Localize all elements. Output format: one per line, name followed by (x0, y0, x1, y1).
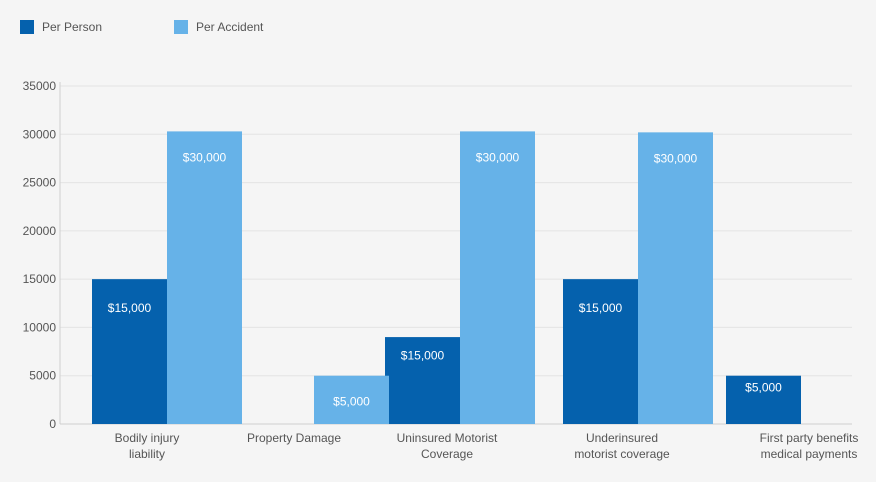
y-tick-label: 30000 (23, 127, 57, 141)
x-tick-label: Property Damage (247, 431, 341, 445)
x-tick-label-line: Underinsured (586, 431, 658, 445)
y-tick-label: 0 (49, 417, 56, 431)
x-tick-label-line: medical payments (761, 447, 858, 461)
bar-value-label: $15,000 (579, 301, 623, 315)
legend-item-per-person: Per Person (20, 20, 102, 34)
x-tick-label-line: Bodily injury (115, 431, 180, 445)
x-tick-label: Underinsured motorist coverage (574, 431, 670, 461)
bar-value-label: $15,000 (108, 301, 152, 315)
x-tick-label-line: Coverage (421, 447, 473, 461)
legend-swatch-per-person (20, 20, 34, 34)
bar-per-person (726, 375, 801, 424)
bar-value-label: $30,000 (476, 150, 520, 164)
x-tick-label-line: Property Damage (247, 431, 341, 445)
bar-value-label: $30,000 (654, 151, 698, 165)
x-tick-label-line: First party benefits (760, 431, 859, 445)
bar-per-accident (167, 131, 242, 425)
bar-per-person (563, 279, 638, 424)
bar-value-label: $15,000 (401, 349, 445, 363)
bar-value-label: $5,000 (745, 380, 782, 394)
bar-per-accident (460, 131, 535, 425)
bar-per-accident (638, 132, 713, 424)
legend-item-per-accident: Per Accident (174, 20, 263, 34)
bar-per-person (385, 337, 460, 424)
x-tick-label: Bodily injury liability (115, 431, 180, 461)
legend-label-per-person: Per Person (42, 20, 103, 34)
x-tick-label-line: motorist coverage (574, 447, 670, 461)
x-tick-label-line: Uninsured Motorist (397, 431, 498, 445)
x-tick-label: First party benefits medical payments (760, 431, 859, 461)
bar-per-accident (314, 375, 389, 424)
y-tick-label: 35000 (23, 79, 57, 93)
y-tick-label: 20000 (23, 224, 57, 238)
y-tick-label: 25000 (23, 176, 57, 190)
x-tick-label: Uninsured Motorist Coverage (397, 431, 498, 461)
y-tick-label: 10000 (23, 320, 57, 334)
x-tick-label-line: liability (129, 447, 165, 461)
bar-value-label: $30,000 (183, 150, 227, 164)
legend-label-per-accident: Per Accident (196, 20, 264, 34)
bar-value-label: $5,000 (333, 395, 370, 409)
bar-per-person (92, 279, 167, 424)
legend-swatch-per-accident (174, 20, 188, 34)
y-tick-label: 15000 (23, 272, 57, 286)
y-tick-label: 5000 (29, 369, 56, 383)
